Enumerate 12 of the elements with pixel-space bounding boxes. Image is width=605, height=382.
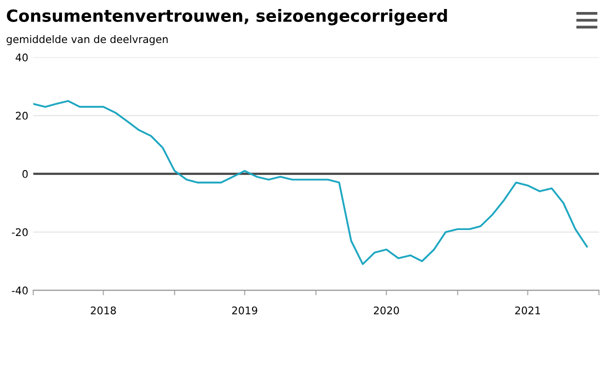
y-tick-label: 40 bbox=[16, 54, 28, 62]
y-tick-label: 20 bbox=[16, 112, 28, 120]
y-tick-label: -20 bbox=[12, 228, 28, 236]
x-tick-label: 2018 bbox=[90, 306, 116, 314]
x-tick-label: 2019 bbox=[232, 306, 258, 314]
chart-title: Consumentenvertrouwen, seizoengecorrigeerd bbox=[6, 9, 447, 26]
x-tick-label: 2021 bbox=[515, 306, 540, 314]
y-tick-label: -40 bbox=[12, 286, 28, 294]
x-tick-label: 2020 bbox=[374, 306, 399, 314]
chart-subtitle: gemiddelde van de deelvragen bbox=[6, 35, 168, 46]
line-series bbox=[33, 100, 588, 266]
y-tick-label: 0 bbox=[22, 170, 28, 178]
